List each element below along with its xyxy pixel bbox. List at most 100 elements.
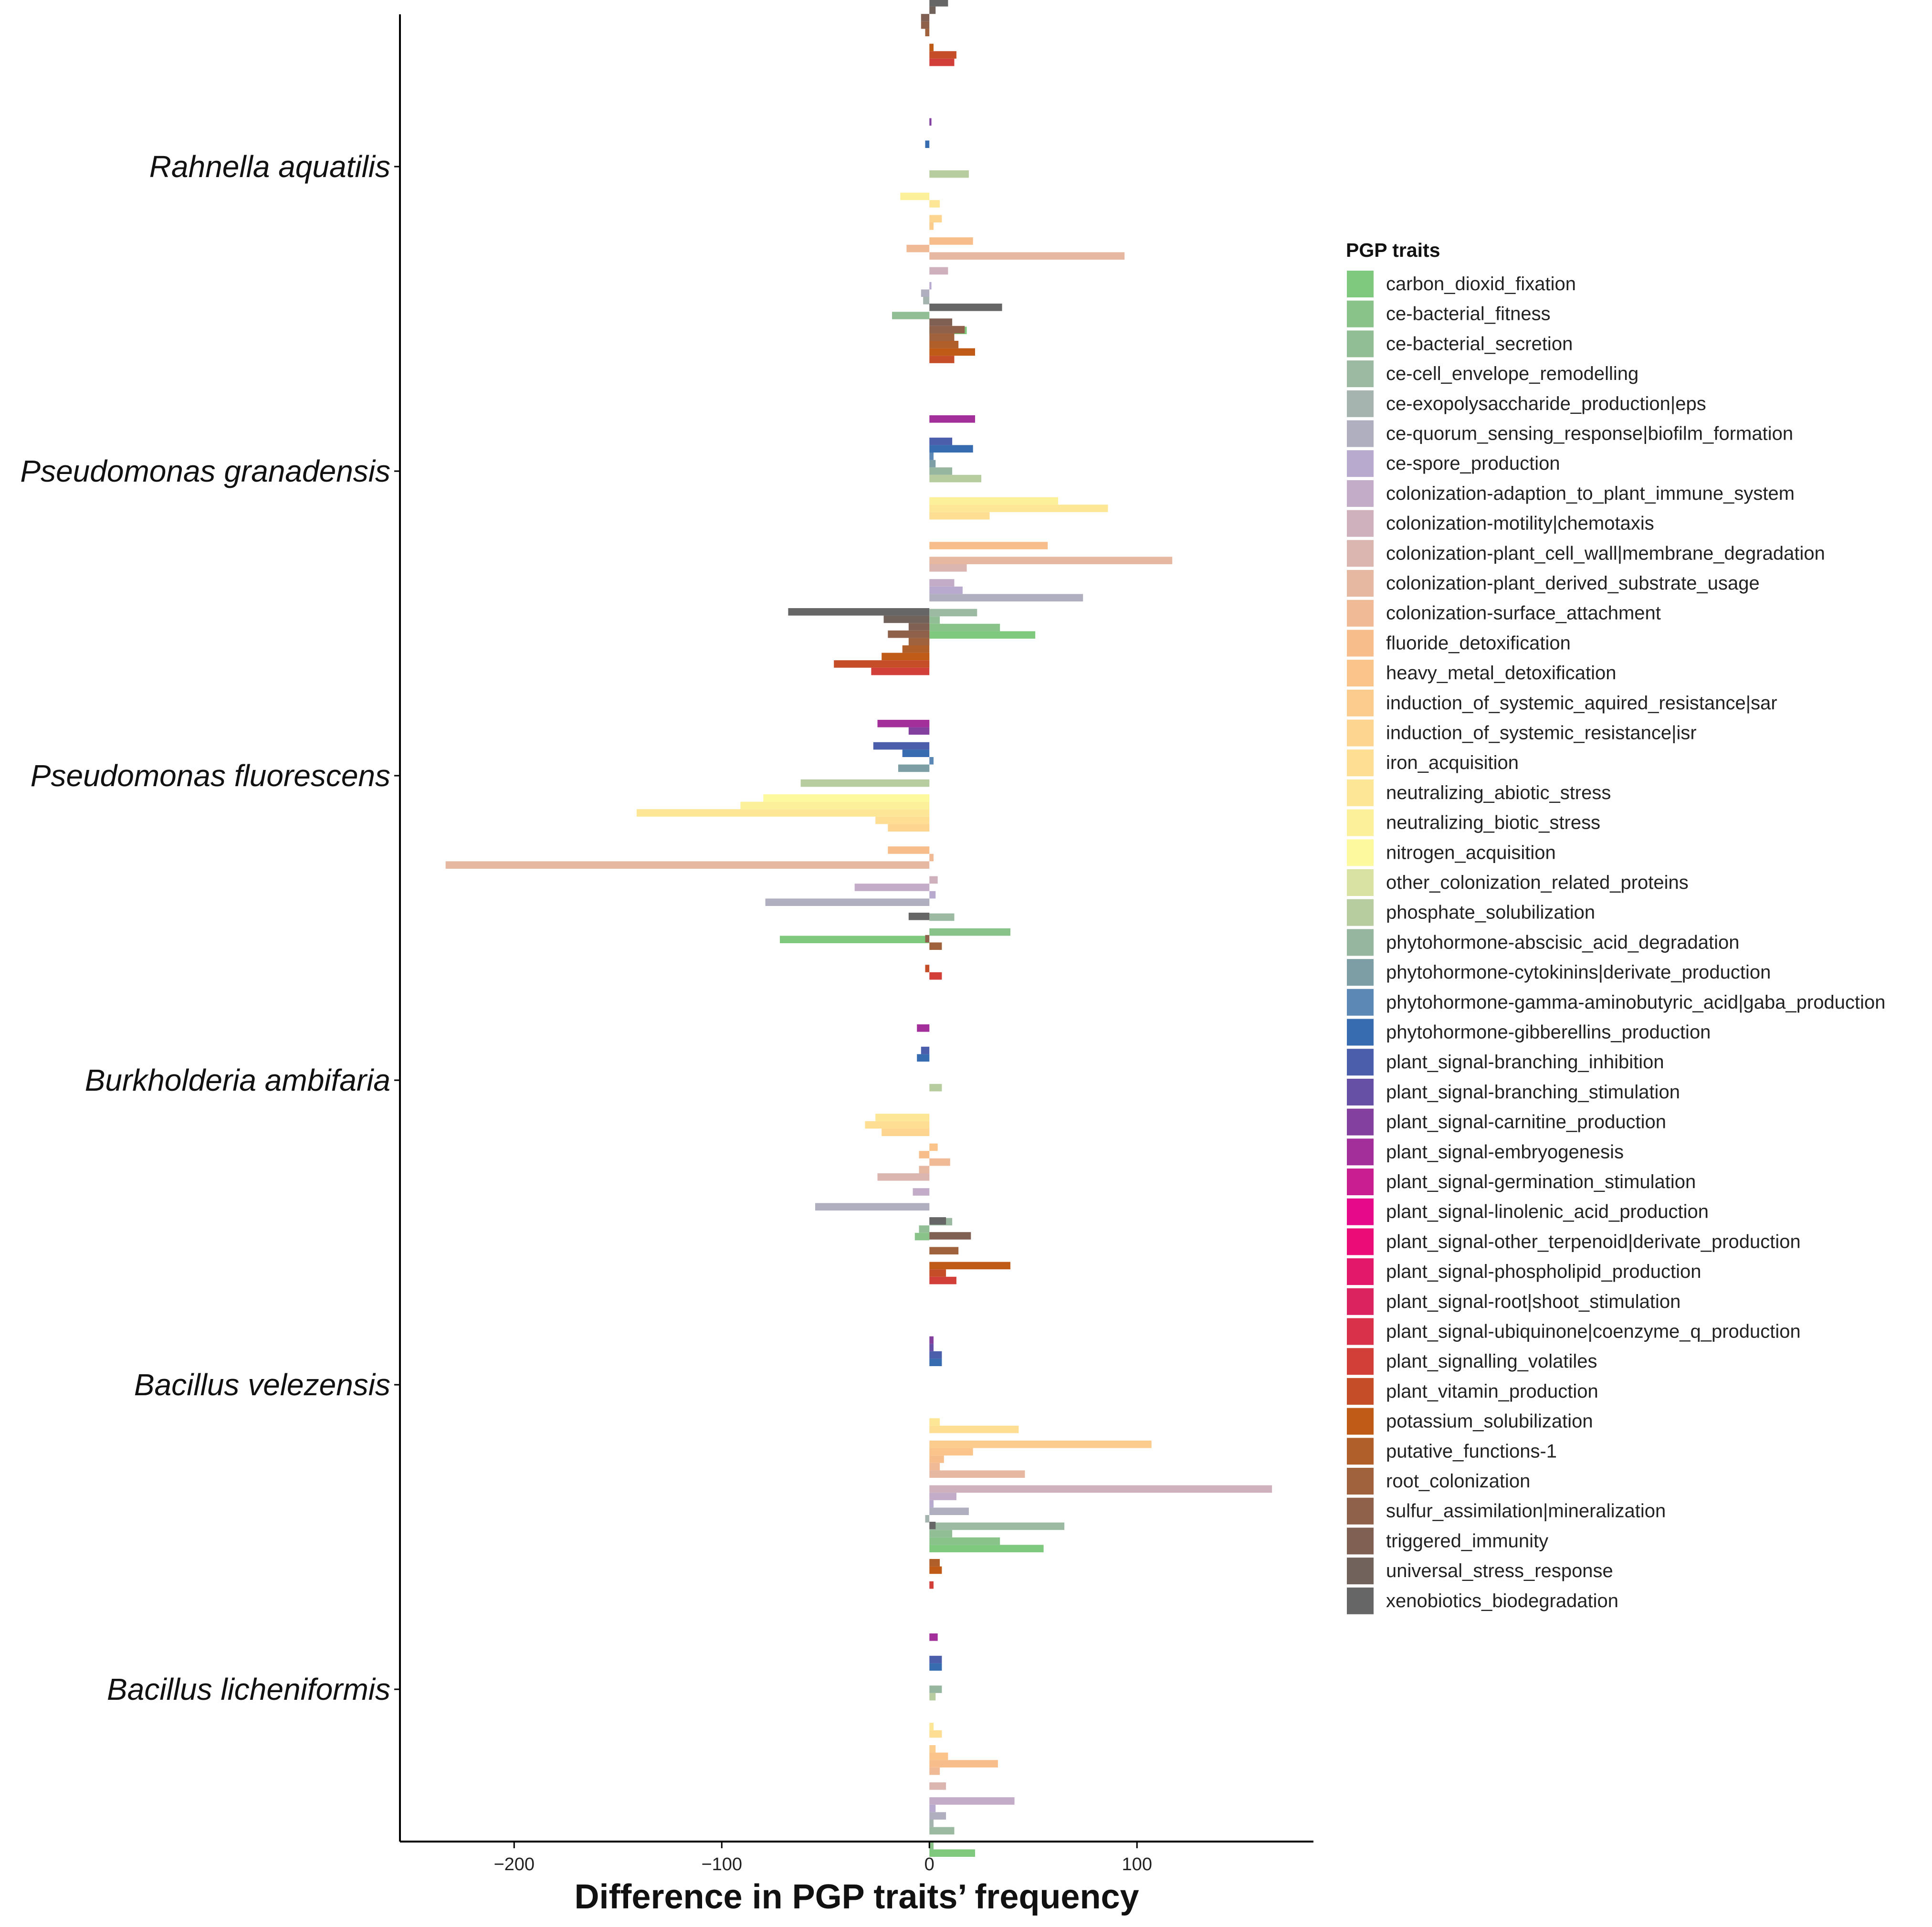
legend-label-plant-signal-branching-inhibition: plant_signal-branching_inhibition	[1386, 1052, 1664, 1073]
bar-pseudomonas-fluorescens-ce-spore-production	[929, 891, 936, 899]
bar-bacillus-licheniformis-phytohormone-abscisic-acid-degradation	[929, 1685, 942, 1693]
bar-bacillus-licheniformis-iron-acquisition	[929, 1730, 942, 1738]
x-axis-title: Difference in PGP traits’ frequency	[574, 1878, 1139, 1916]
legend-swatch-phytohormone-gamma-aminobutyric-acid-gaba-production	[1347, 989, 1374, 1016]
bar-rahnella-aquatilis-sulfur-assimilation-mineralization	[921, 21, 930, 29]
bar-rahnella-aquatilis-triggered-immunity	[921, 14, 930, 21]
bar-pseudomonas-fluorescens-plant-vitamin-production	[834, 660, 930, 668]
bar-pseudomonas-fluorescens-colonization-motility-chemotaxis	[929, 876, 938, 884]
bar-bacillus-velezensis-colonization-surface-attachment	[929, 1463, 940, 1471]
legend-swatch-plant-signal-branching-stimulation	[1347, 1078, 1374, 1106]
bar-pseudomonas-granadensis-colonization-plant-cell-wall-membrane-degradation	[929, 564, 967, 572]
legend-label-other-colonization-related-proteins: other_colonization_related_proteins	[1386, 872, 1689, 893]
legend-label-xenobiotics-biodegradation: xenobiotics_biodegradation	[1386, 1590, 1618, 1611]
bar-rahnella-aquatilis-universal-stress-response	[929, 6, 936, 14]
bar-pseudomonas-fluorescens-ce-bacterial-fitness	[929, 928, 1010, 936]
bar-rahnella-aquatilis-plant-vitamin-production	[929, 51, 956, 59]
bar-rahnella-aquatilis-phytohormone-gibberellins-production	[925, 140, 930, 148]
bar-pseudomonas-granadensis-neutralizing-biotic-stress	[929, 497, 1058, 505]
x-axis-ticks: −200 −100 0 100	[494, 1842, 1152, 1874]
bar-pseudomonas-granadensis-ce-spore-production	[929, 586, 963, 594]
bar-pseudomonas-granadensis-ce-cell-envelope-remodelling	[929, 609, 977, 617]
x-tick-label: 0	[924, 1854, 934, 1874]
bar-pseudomonas-fluorescens-sulfur-assimilation-mineralization	[888, 630, 930, 638]
legend-swatch-plant-signal-phospholipid-production	[1347, 1258, 1374, 1285]
legend-swatch-ce-bacterial-fitness	[1347, 300, 1374, 327]
bar-rahnella-aquatilis-neutralizing-abiotic-stress	[929, 200, 940, 208]
bar-bacillus-licheniformis-colonization-plant-cell-wall-membrane-degradation	[929, 1782, 946, 1790]
bar-pseudomonas-granadensis-colonization-plant-derived-substrate-usage	[929, 557, 1173, 564]
legend-label-plant-signal-phospholipid-production: plant_signal-phospholipid_production	[1386, 1261, 1701, 1282]
bar-bacillus-velezensis-plant-vitamin-production	[929, 1269, 946, 1277]
y-tick-label-rahnella-aquatilis: Rahnella aquatilis	[149, 149, 390, 184]
legend-swatch-plant-signal-branching-inhibition	[1347, 1049, 1374, 1076]
bar-pseudomonas-granadensis-triggered-immunity	[929, 318, 953, 326]
bar-bacillus-velezensis-neutralizing-abiotic-stress	[929, 1418, 940, 1426]
bar-rahnella-aquatilis-ce-bacterial-secretion	[892, 312, 930, 319]
bar-pseudomonas-fluorescens-xenobiotics-biodegradation	[788, 608, 930, 616]
bar-burkholderia-ambifaria-colonization-plant-derived-substrate-usage	[919, 1166, 930, 1173]
bar-pseudomonas-fluorescens-ce-cell-envelope-remodelling	[929, 913, 955, 921]
legend-swatch-ce-quorum-sensing-response-biofilm-formation	[1347, 420, 1374, 447]
legend-swatch-universal-stress-response	[1347, 1558, 1374, 1585]
legend-swatch-plant-signal-embryogenesis	[1347, 1138, 1374, 1166]
legend-label-plant-signal-branching-stimulation: plant_signal-branching_stimulation	[1386, 1082, 1680, 1103]
legend-label-neutralizing-abiotic-stress: neutralizing_abiotic_stress	[1386, 782, 1611, 803]
legend-label-triggered-immunity: triggered_immunity	[1386, 1530, 1548, 1551]
bar-pseudomonas-granadensis-phytohormone-abscisic-acid-degradation	[929, 467, 953, 475]
legend-title: PGP traits	[1346, 239, 1440, 261]
legend-swatch-ce-cell-envelope-remodelling	[1347, 360, 1374, 388]
legend-label-induction-of-systemic-aquired-resistance-sar: induction_of_systemic_aquired_resistance…	[1386, 693, 1777, 714]
legend-swatch-phytohormone-cytokinins-derivate-production	[1347, 959, 1374, 986]
legend-swatch-ce-bacterial-secretion	[1347, 330, 1374, 358]
bar-bacillus-licheniformis-neutralizing-abiotic-stress	[929, 1723, 934, 1730]
bar-burkholderia-ambifaria-root-colonization	[929, 942, 942, 950]
bar-bacillus-licheniformis-colonization-surface-attachment	[929, 1767, 940, 1775]
bar-pseudomonas-granadensis-colonization-adaption-to-plant-immune-system	[929, 579, 955, 587]
bar-pseudomonas-granadensis-xenobiotics-biodegradation	[929, 304, 1002, 311]
bar-burkholderia-ambifaria-phosphate-solubilization	[929, 1084, 942, 1092]
bar-rahnella-aquatilis-plant-signalling-volatiles	[929, 58, 955, 66]
bar-pseudomonas-fluorescens-plant-signal-embryogenesis	[877, 720, 930, 727]
legend-swatch-ce-spore-production	[1347, 450, 1374, 477]
legend-swatch-fluoride-detoxification	[1347, 630, 1374, 657]
legend-label-phytohormone-gibberellins-production: phytohormone-gibberellins_production	[1386, 1022, 1711, 1043]
legend-label-plant-signal-embryogenesis: plant_signal-embryogenesis	[1386, 1141, 1624, 1162]
legend-label-ce-bacterial-secretion: ce-bacterial_secretion	[1386, 333, 1573, 354]
legend-label-plant-signalling-volatiles: plant_signalling_volatiles	[1386, 1351, 1597, 1372]
bar-pseudomonas-fluorescens-potassium-solubilization	[882, 653, 930, 661]
bar-pseudomonas-granadensis-ce-bacterial-secretion	[929, 616, 940, 624]
bar-bacillus-licheniformis-heavy-metal-detoxification	[929, 1752, 948, 1760]
legend-label-plant-signal-linolenic-acid-production: plant_signal-linolenic_acid_production	[1386, 1201, 1709, 1222]
bar-bacillus-licheniformis-induction-of-systemic-aquired-resistance-sar	[929, 1745, 936, 1753]
bar-pseudomonas-granadensis-phytohormone-cytokinins-derivate-production	[929, 460, 936, 468]
bar-bacillus-velezensis-plant-signalling-volatiles	[929, 1276, 956, 1285]
bar-rahnella-aquatilis-ce-exopolysaccharide-production-eps	[923, 297, 930, 305]
legend-swatch-plant-signal-carnitine-production	[1347, 1108, 1374, 1136]
bar-burkholderia-ambifaria-heavy-metal-detoxification	[929, 1143, 938, 1151]
bar-pseudomonas-fluorescens-fluoride-detoxification	[888, 846, 930, 854]
bar-bacillus-licheniformis-plant-signalling-volatiles	[929, 1581, 934, 1589]
legend-swatch-plant-signal-linolenic-acid-production	[1347, 1198, 1374, 1225]
bar-bacillus-velezensis-induction-of-systemic-aquired-resistance-sar	[929, 1441, 1152, 1448]
bar-bacillus-licheniformis-colonization-adaption-to-plant-immune-system	[929, 1797, 1015, 1805]
legend-label-neutralizing-biotic-stress: neutralizing_biotic_stress	[1386, 812, 1600, 833]
bar-pseudomonas-granadensis-putative-functions-1	[929, 341, 959, 348]
bar-burkholderia-ambifaria-fluoride-detoxification	[919, 1151, 930, 1158]
bar-burkholderia-ambifaria-ce-bacterial-fitness	[914, 1232, 930, 1241]
bar-pseudomonas-fluorescens-iron-acquisition	[875, 816, 930, 824]
bar-burkholderia-ambifaria-xenobiotics-biodegradation	[908, 913, 930, 920]
bar-rahnella-aquatilis-neutralizing-biotic-stress	[900, 192, 930, 200]
bar-bacillus-velezensis-heavy-metal-detoxification	[929, 1448, 973, 1456]
bar-pseudomonas-granadensis-plant-signal-embryogenesis	[929, 415, 975, 423]
legend-swatch-nitrogen-acquisition	[1347, 839, 1374, 866]
legend-label-iron-acquisition: iron_acquisition	[1386, 752, 1519, 773]
bar-bacillus-licheniformis-plant-signal-embryogenesis	[929, 1633, 938, 1641]
legend-swatch-sulfur-assimilation-mineralization	[1347, 1497, 1374, 1525]
bar-pseudomonas-granadensis-potassium-solubilization	[929, 348, 975, 356]
bar-pseudomonas-fluorescens-triggered-immunity	[908, 623, 930, 631]
legend-label-ce-quorum-sensing-response-biofilm-formation: ce-quorum_sensing_response|biofilm_forma…	[1386, 423, 1793, 444]
legend-label-carbon-dioxid-fixation: carbon_dioxid_fixation	[1386, 274, 1576, 295]
bar-burkholderia-ambifaria-plant-signal-branching-inhibition	[921, 1046, 930, 1054]
